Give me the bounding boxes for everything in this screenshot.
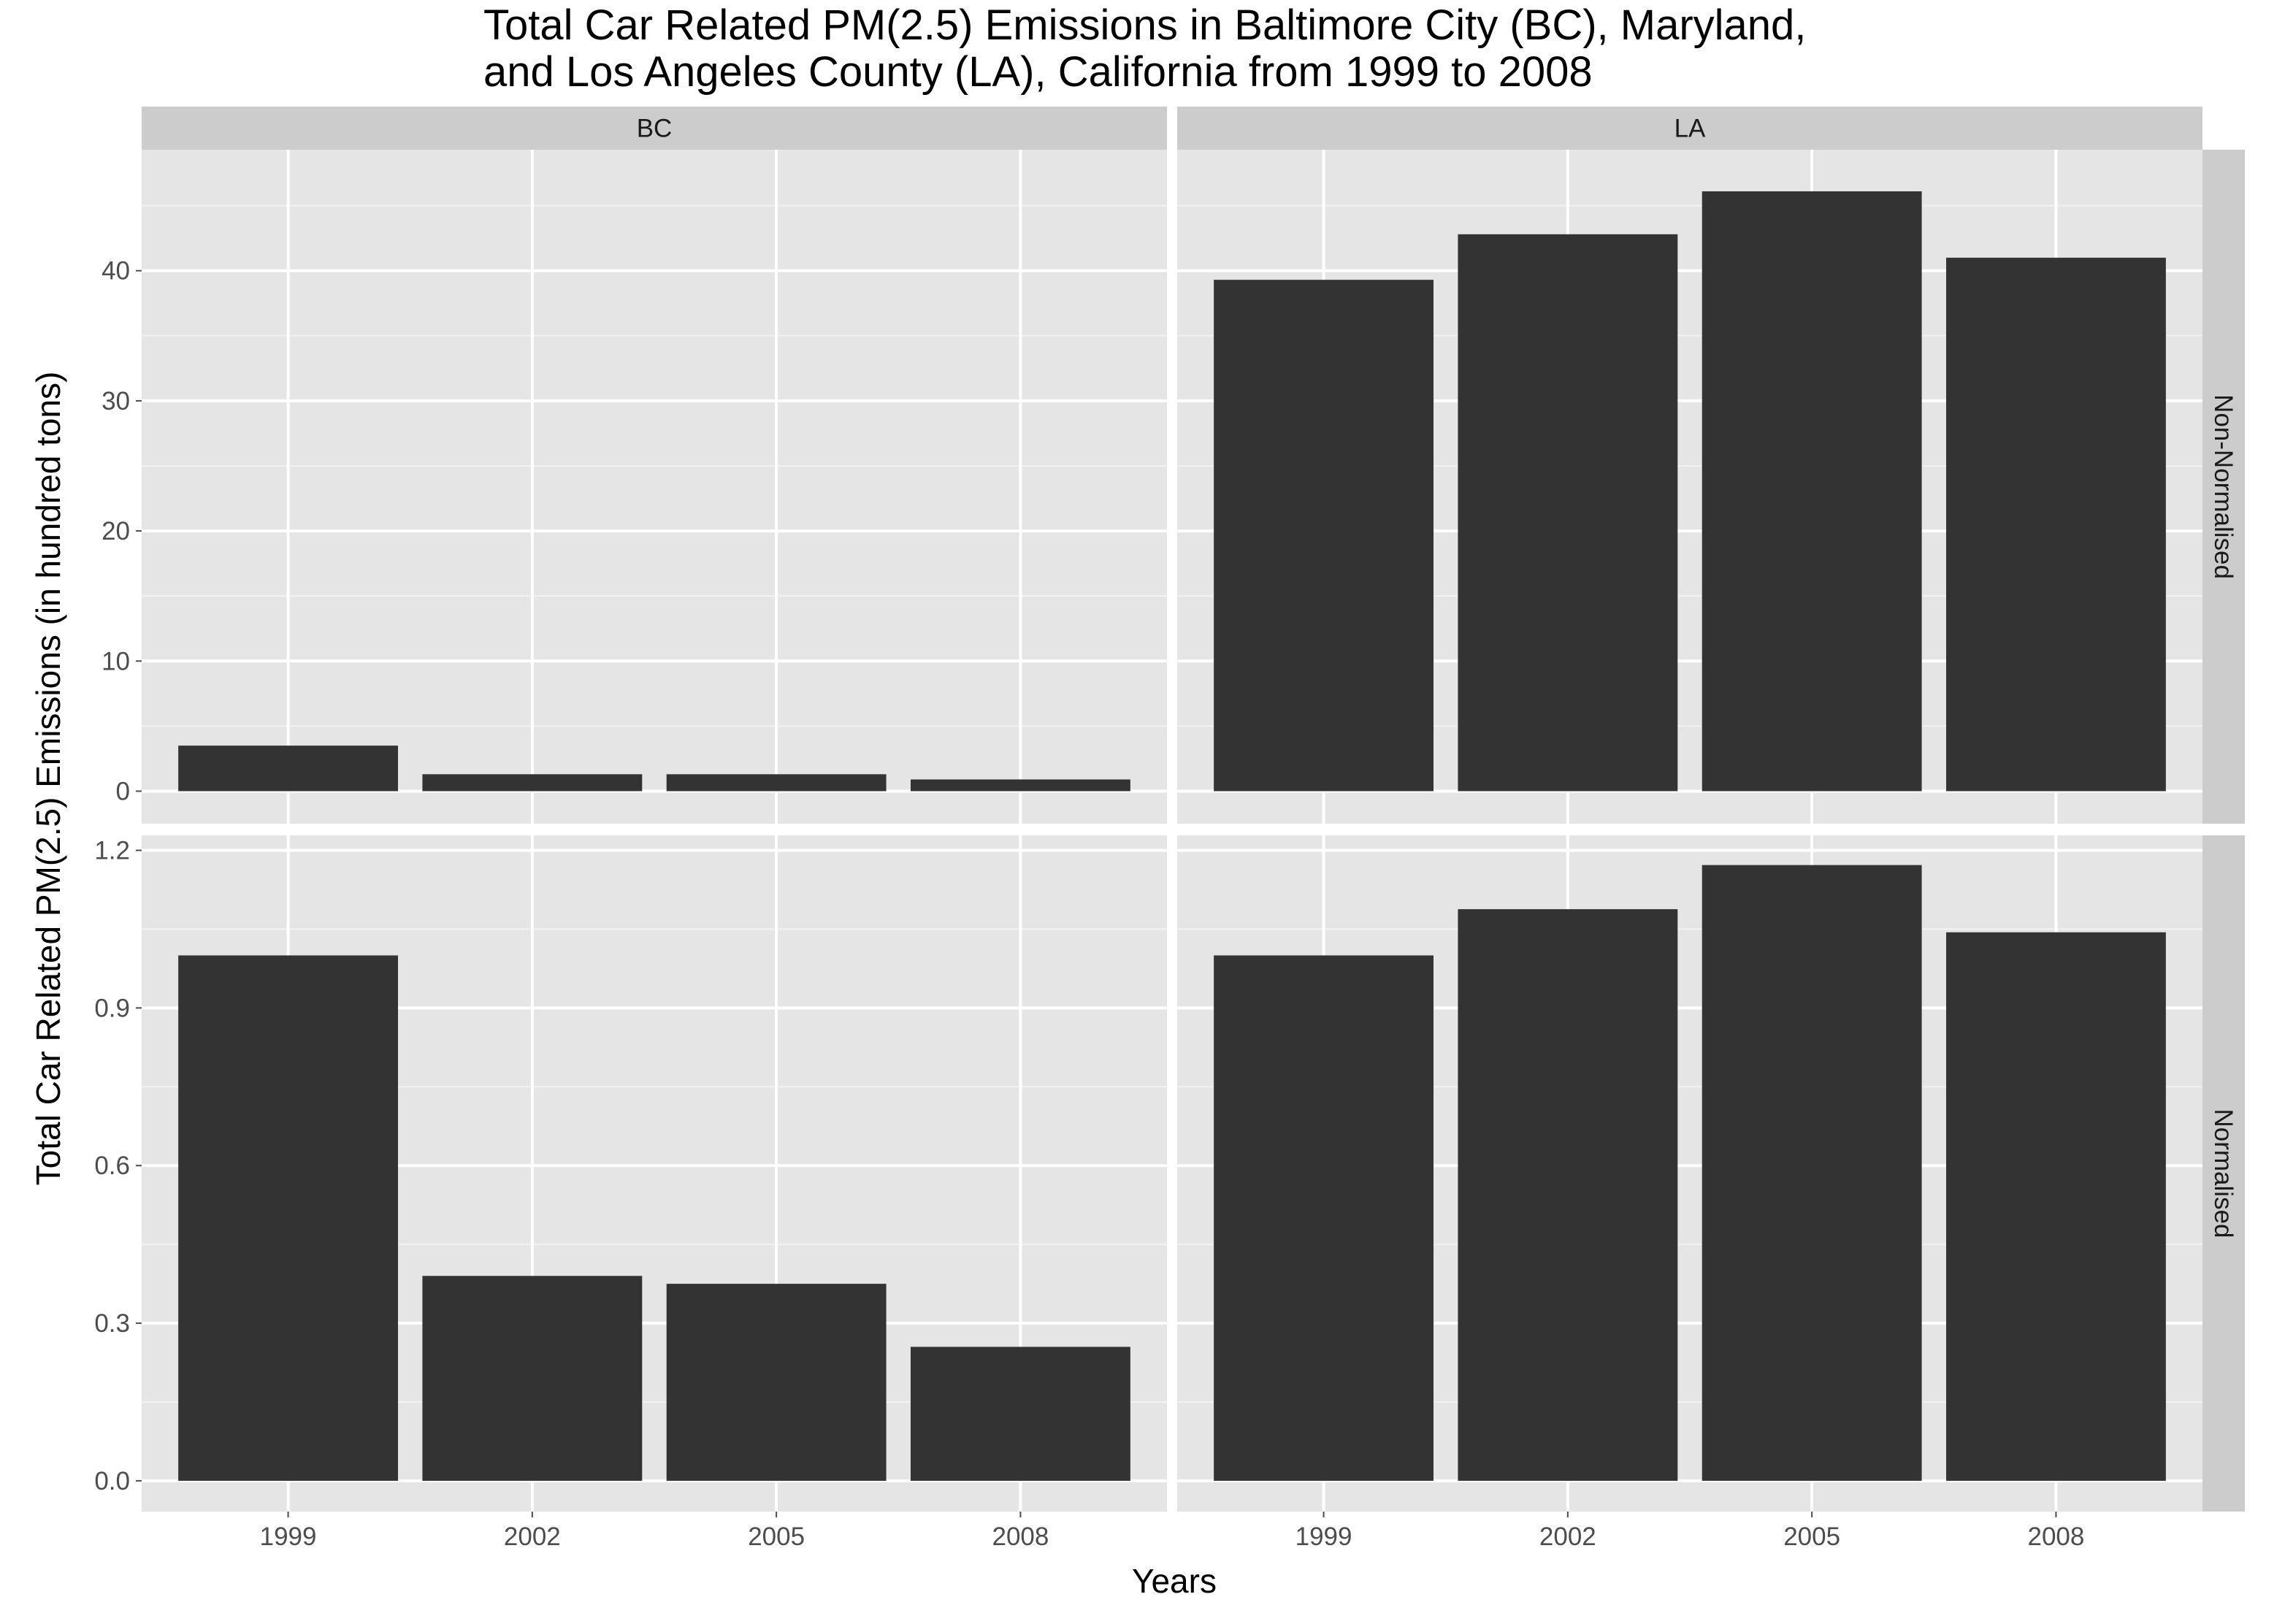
x-tick-label: 2005 [1783, 1522, 1840, 1551]
bar-la-2008 [1946, 257, 2166, 792]
facet-strips: Non-Normalised Normalised BC LA [142, 107, 2245, 1512]
x-tick-label: 2002 [504, 1522, 561, 1551]
y-axis-title: Total Car Related PM(2.5) Emissions (in … [29, 372, 67, 1186]
facet-panels [142, 150, 2202, 1512]
x-tick-label: 2008 [992, 1522, 1049, 1551]
y-tick-label: 1.2 [94, 837, 130, 865]
bar-bc-2008 [911, 1347, 1130, 1481]
bar-la-2005 [1702, 865, 1922, 1481]
x-tick-label: 2002 [1539, 1522, 1596, 1551]
y-tick-label: 0.3 [94, 1309, 130, 1338]
bar-bc-1999 [178, 746, 398, 792]
panel-la-non-normalised [1177, 150, 2202, 824]
column-strip [142, 107, 1167, 150]
y-tick-label: 20 [102, 517, 130, 545]
row-strip [2202, 150, 2245, 824]
y-tick-label: 0.9 [94, 994, 130, 1022]
x-tick-label: 2008 [2027, 1522, 2084, 1551]
bar-la-2002 [1458, 234, 1678, 792]
y-tick-label: 0.0 [94, 1467, 130, 1495]
x-tick-label: 2005 [748, 1522, 805, 1551]
bar-la-1999 [1214, 955, 1434, 1481]
bar-bc-2005 [666, 1284, 887, 1481]
bar-la-2002 [1458, 909, 1678, 1481]
bar-bc-2005 [666, 774, 887, 792]
bar-bc-2008 [911, 779, 1130, 792]
axes: 0 10 20 30 40 0.0 0.3 0.6 0.9 1.2 1999 2002 2005 2008… [94, 257, 2084, 1551]
chart-title-line-1: Total Car Related PM(2.5) Emissions in B… [483, 1, 1806, 49]
x-tick-label: 1999 [260, 1522, 317, 1551]
bar-la-2008 [1946, 932, 2166, 1481]
panel-la-normalised [1177, 835, 2202, 1512]
y-tick-label: 30 [102, 387, 130, 415]
y-tick-label: 10 [102, 647, 130, 675]
panel-background [142, 150, 1167, 824]
row-strip [2202, 835, 2245, 1512]
bar-la-2005 [1702, 191, 1922, 792]
panel-bc-normalised [142, 835, 1167, 1512]
bar-la-1999 [1214, 280, 1434, 792]
row-strip-label: Non-Normalised [2209, 394, 2238, 579]
y-tick-label: 40 [102, 257, 130, 286]
row-strip-label: Normalised [2209, 1109, 2238, 1238]
x-axis-title: Years [1132, 1562, 1217, 1600]
bar-bc-1999 [178, 955, 398, 1481]
panel-bc-non-normalised [142, 150, 1167, 824]
x-tick-label: 1999 [1295, 1522, 1352, 1551]
column-strip-label: BC [637, 115, 673, 143]
bar-bc-2002 [422, 1276, 643, 1481]
chart-title-line-2: and Los Angeles County (LA), California … [483, 48, 1593, 96]
bar-bc-2002 [422, 774, 643, 792]
y-tick-label: 0 [116, 777, 130, 805]
column-strip-label: LA [1674, 115, 1706, 143]
column-strip [1177, 107, 2202, 150]
y-tick-label: 0.6 [94, 1152, 130, 1180]
